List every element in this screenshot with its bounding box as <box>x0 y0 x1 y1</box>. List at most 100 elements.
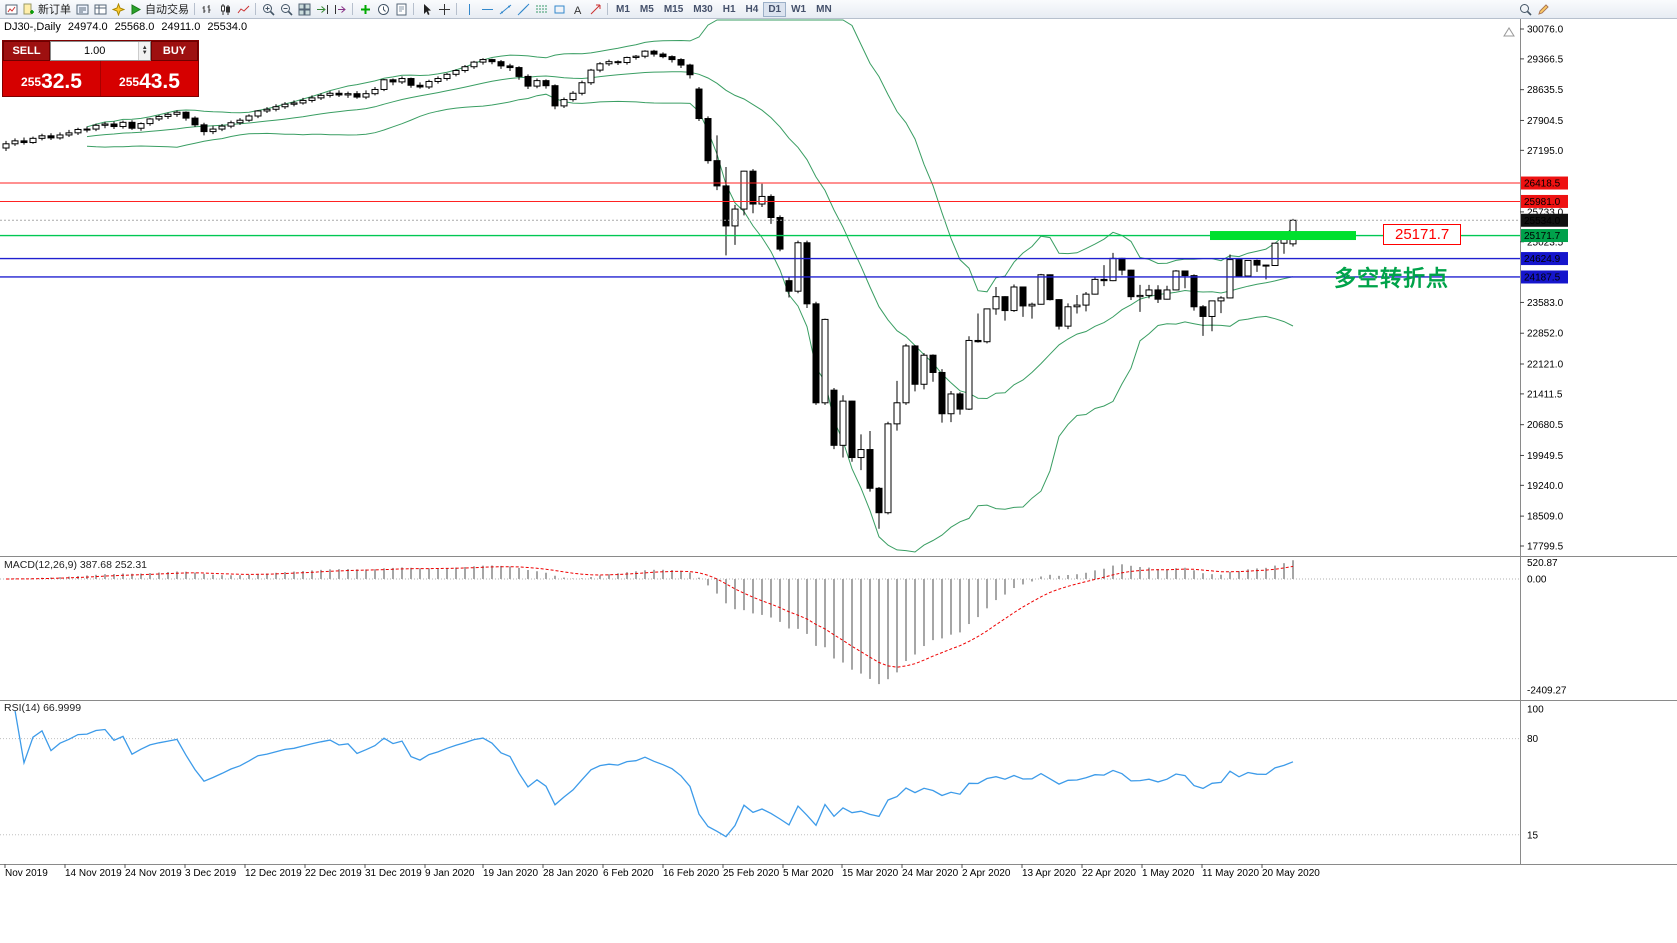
zoom-in-icon[interactable] <box>259 1 277 17</box>
timeframe-mn[interactable]: MN <box>811 2 837 17</box>
volume-input[interactable] <box>51 42 139 60</box>
chart-info: DJ30-,Daily 24974.0 25568.0 24911.0 2553… <box>4 21 247 33</box>
fibonacci-icon[interactable] <box>532 1 550 17</box>
toolbar-separator <box>194 3 195 15</box>
support-highlight-bar[interactable] <box>1210 231 1356 241</box>
timeframe-m5[interactable]: M5 <box>635 2 659 17</box>
svg-text:2 Apr 2020: 2 Apr 2020 <box>962 868 1011 879</box>
channel-icon[interactable] <box>514 1 532 17</box>
toolbar-separator <box>255 3 256 15</box>
volume-down-icon[interactable]: ▼ <box>141 50 148 56</box>
timeframe-h4[interactable]: H4 <box>741 2 764 17</box>
time-axis[interactable]: Nov 2019 14 Nov 2019 24 Nov 2019 3 Dec 2019… <box>4 864 1320 879</box>
timeframe-d1[interactable]: D1 <box>763 1 787 17</box>
trade-prices-row: 255 32.5 255 43.5 <box>3 61 198 96</box>
buy-button[interactable]: BUY <box>151 41 198 61</box>
toolbar: 新订单 自动交易 A M1 M5 M15 M30 H1 H4 D1 W1 MN <box>0 0 1677 19</box>
toolbar-separator <box>352 3 353 15</box>
sell-price[interactable]: 255 32.5 <box>21 70 82 93</box>
timeframe-m15[interactable]: M15 <box>659 2 688 17</box>
buy-price[interactable]: 255 43.5 <box>100 61 198 96</box>
horizontal-line-objects[interactable] <box>0 182 1520 278</box>
ohlc-low: 24911.0 <box>161 21 201 33</box>
svg-text:15: 15 <box>1527 830 1539 841</box>
price-tags: 26418.5 25981.0 25534.0 25171.7 24624.9 24187… <box>1521 176 1568 284</box>
volume-up-icon[interactable]: ▲ <box>141 45 148 51</box>
toolbar-separator <box>413 3 414 15</box>
svg-text:24187.5: 24187.5 <box>1524 272 1561 283</box>
svg-text:19 Jan 2020: 19 Jan 2020 <box>483 868 538 879</box>
svg-text:20 May 2020: 20 May 2020 <box>1262 868 1320 879</box>
crosshair-icon[interactable] <box>435 1 453 17</box>
svg-text:25023.5: 25023.5 <box>1527 237 1564 248</box>
market-watch-icon[interactable] <box>73 1 91 17</box>
svg-text:22121.0: 22121.0 <box>1527 360 1564 371</box>
svg-text:27195.0: 27195.0 <box>1527 146 1564 157</box>
svg-text:25733.0: 25733.0 <box>1527 207 1564 218</box>
text-tool-icon[interactable]: A <box>568 1 586 17</box>
svg-text:27904.5: 27904.5 <box>1527 116 1564 127</box>
edit-icon[interactable] <box>1534 1 1552 17</box>
price-level-callout[interactable]: 25171.7 <box>1383 224 1462 245</box>
svg-text:6 Feb 2020: 6 Feb 2020 <box>603 868 654 879</box>
rsi-pane[interactable]: 100 80 15 <box>0 705 1544 842</box>
svg-text:22 Dec 2019: 22 Dec 2019 <box>305 868 362 879</box>
indicators-add-icon[interactable] <box>356 1 374 17</box>
svg-text:25 Feb 2020: 25 Feb 2020 <box>723 868 780 879</box>
svg-text:29366.5: 29366.5 <box>1527 54 1564 65</box>
periods-icon[interactable] <box>374 1 392 17</box>
svg-text:15 Mar 2020: 15 Mar 2020 <box>842 868 899 879</box>
rsi-indicator-label: RSI(14) 66.9999 <box>4 702 82 714</box>
svg-text:12 Dec 2019: 12 Dec 2019 <box>245 868 302 879</box>
auto-scroll-icon[interactable] <box>313 1 331 17</box>
svg-text:28635.5: 28635.5 <box>1527 85 1564 96</box>
timeframe-m1[interactable]: M1 <box>611 2 635 17</box>
ohlc-high: 25568.0 <box>114 21 155 33</box>
chart-shift-icon[interactable] <box>331 1 349 17</box>
timeframe-m30[interactable]: M30 <box>688 2 717 17</box>
svg-text:20680.5: 20680.5 <box>1527 420 1564 431</box>
svg-text:24 Nov 2019: 24 Nov 2019 <box>125 868 182 879</box>
svg-text:25981.0: 25981.0 <box>1524 197 1561 208</box>
candles-chart-icon[interactable] <box>216 1 234 17</box>
data-window-icon[interactable] <box>91 1 109 17</box>
svg-text:26418.5: 26418.5 <box>1524 179 1561 190</box>
turning-point-note[interactable]: 多空转折点 <box>1334 266 1450 291</box>
svg-text:22 Apr 2020: 22 Apr 2020 <box>1082 868 1136 879</box>
chart-window-icon[interactable] <box>2 1 20 17</box>
svg-text:1 May 2020: 1 May 2020 <box>1142 868 1195 879</box>
arrows-tool-icon[interactable] <box>586 1 604 17</box>
volume-stepper[interactable]: ▲ ▼ <box>138 42 150 60</box>
svg-text:13 Apr 2020: 13 Apr 2020 <box>1022 868 1076 879</box>
timeframe-h1[interactable]: H1 <box>718 2 741 17</box>
vertical-line-icon[interactable] <box>460 1 478 17</box>
toolbar-right-group <box>1516 1 1552 17</box>
horizontal-line-icon[interactable] <box>478 1 496 17</box>
svg-text:14 Nov 2019: 14 Nov 2019 <box>65 868 122 879</box>
timeframe-w1[interactable]: W1 <box>786 2 811 17</box>
svg-text:23583.0: 23583.0 <box>1527 298 1564 309</box>
svg-text:80: 80 <box>1527 734 1539 745</box>
svg-text:100: 100 <box>1527 705 1544 716</box>
zoom-out-icon[interactable] <box>277 1 295 17</box>
cursor-icon[interactable] <box>417 1 435 17</box>
bars-chart-icon[interactable] <box>198 1 216 17</box>
navigator-icon[interactable] <box>109 1 127 17</box>
svg-text:11 May 2020: 11 May 2020 <box>1202 868 1260 879</box>
autotrade-button[interactable]: 自动交易 <box>127 1 191 17</box>
macd-pane[interactable]: 520.87 0.00 -2409.27 <box>0 558 1567 697</box>
svg-text:0.00: 0.00 <box>1527 575 1547 586</box>
toolbar-separator <box>607 3 608 15</box>
templates-icon[interactable] <box>392 1 410 17</box>
sell-button[interactable]: SELL <box>3 41 50 61</box>
shapes-icon[interactable] <box>550 1 568 17</box>
tile-windows-icon[interactable] <box>295 1 313 17</box>
trendline-icon[interactable] <box>496 1 514 17</box>
search-icon[interactable] <box>1516 1 1534 17</box>
svg-text:19240.0: 19240.0 <box>1527 481 1564 492</box>
price-axis[interactable]: 30076.0 29366.5 28635.5 27904.5 27195.0 25733… <box>1520 25 1564 553</box>
svg-text:19949.5: 19949.5 <box>1527 451 1564 462</box>
line-chart-icon[interactable] <box>234 1 252 17</box>
new-order-button[interactable]: 新订单 <box>20 1 73 17</box>
